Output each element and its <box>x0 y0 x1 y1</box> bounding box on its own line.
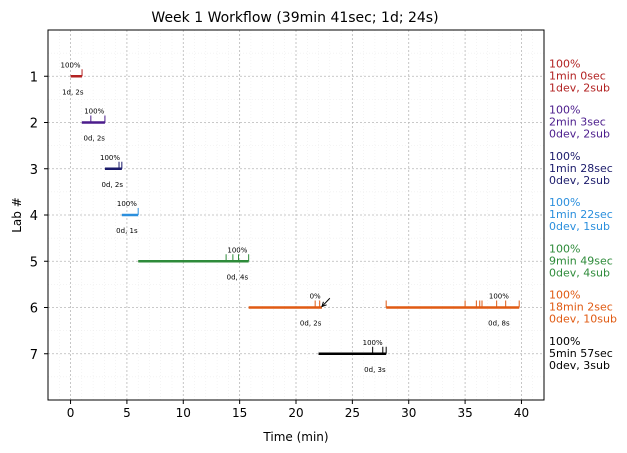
lab-6-completion-label: 100% <box>489 293 509 301</box>
lab-2-completion-label: 100% <box>84 108 104 116</box>
lab-1-summary-time: 1min 0sec <box>549 69 606 82</box>
lab-7-summary-dev: 0dev, 3sub <box>549 359 610 372</box>
lab-6-summary-dev: 0dev, 10sub <box>549 313 617 326</box>
lab-1-completion-label: 100% <box>61 61 81 69</box>
lab-1-summary-percent: 100% <box>549 57 580 70</box>
lab-5-sub-label: 0d, 4s <box>227 273 249 281</box>
y-tick-label: 2 <box>30 117 38 132</box>
lab-1-summary-dev: 1dev, 2sub <box>549 81 610 94</box>
lab-7-completion-label: 100% <box>363 339 383 347</box>
lab-6-sub-label: 0d, 2s <box>300 320 322 328</box>
x-tick-label: 40 <box>514 406 529 420</box>
lab-3-sub-label: 0d, 2s <box>102 181 124 189</box>
x-tick-label: 10 <box>176 406 191 420</box>
lab-2-summary-percent: 100% <box>549 104 580 117</box>
lab-3-completion-label: 100% <box>100 154 120 162</box>
x-tick-label: 25 <box>345 406 360 420</box>
arrow-icon <box>321 301 327 308</box>
y-tick-label: 5 <box>30 255 38 270</box>
chart-marks: 100% 1d, 2s 100% 0d, 2s 100% 0d, 2s 100% 0d, 1s… <box>61 61 520 374</box>
x-tick-label: 5 <box>123 406 131 420</box>
x-tick-label: 35 <box>457 406 472 420</box>
y-tick-label: 6 <box>30 302 38 317</box>
lab-4-summary-dev: 0dev, 1sub <box>549 220 610 233</box>
lab-5-summary-time: 9min 49sec <box>549 254 613 267</box>
y-tick-label: 3 <box>30 163 38 178</box>
lab-3-summary-percent: 100% <box>549 150 580 163</box>
lab-7-summary-percent: 100% <box>549 335 580 348</box>
y-tick-label: 7 <box>30 348 38 363</box>
y-axis-ticks: 1 2 3 4 5 6 7 <box>30 70 48 363</box>
lab-7-sub-label: 0d, 3s <box>364 366 386 374</box>
lab-4-completion-label: 100% <box>117 200 137 208</box>
lab-5-summary-dev: 0dev, 4sub <box>549 266 610 279</box>
x-tick-label: 0 <box>67 406 75 420</box>
lab-7-summary-time: 5min 57sec <box>549 347 613 360</box>
lab-4-summary-percent: 100% <box>549 196 580 209</box>
lab-6-completion-label: 0% <box>310 293 321 301</box>
x-axis-ticks: 0 5 10 15 20 25 30 35 40 <box>67 400 529 420</box>
lab-6-summary-percent: 100% <box>549 289 580 302</box>
lab-5-summary-percent: 100% <box>549 242 580 255</box>
x-tick-label: 20 <box>288 406 303 420</box>
lab-3-summary-dev: 0dev, 2sub <box>549 174 610 187</box>
lab-2-summary-dev: 0dev, 2sub <box>549 128 610 141</box>
lab-6-summary-time: 18min 2sec <box>549 301 613 314</box>
chart-title: Week 1 Workflow (39min 41sec; 1d; 24s) <box>151 10 438 26</box>
y-tick-label: 4 <box>30 209 38 224</box>
lab-4-sub-label: 0d, 1s <box>116 227 138 235</box>
lab-2-summary-time: 2min 3sec <box>549 116 606 129</box>
lab-5-completion-label: 100% <box>227 246 247 254</box>
x-tick-label: 30 <box>401 406 416 420</box>
x-tick-label: 15 <box>232 406 247 420</box>
lab-1-sub-label: 1d, 2s <box>62 88 84 96</box>
lab-6-sub-label: 0d, 8s <box>488 320 510 328</box>
x-axis-label: Time (min) <box>262 430 328 444</box>
lab-2-sub-label: 0d, 2s <box>83 135 105 143</box>
lab-4-summary-time: 1min 22sec <box>549 208 613 221</box>
arrow-shaft <box>321 297 331 307</box>
lab-3-summary-time: 1min 28sec <box>549 162 613 175</box>
y-axis-label: Lab # <box>10 197 24 233</box>
y-tick-label: 1 <box>30 70 38 85</box>
